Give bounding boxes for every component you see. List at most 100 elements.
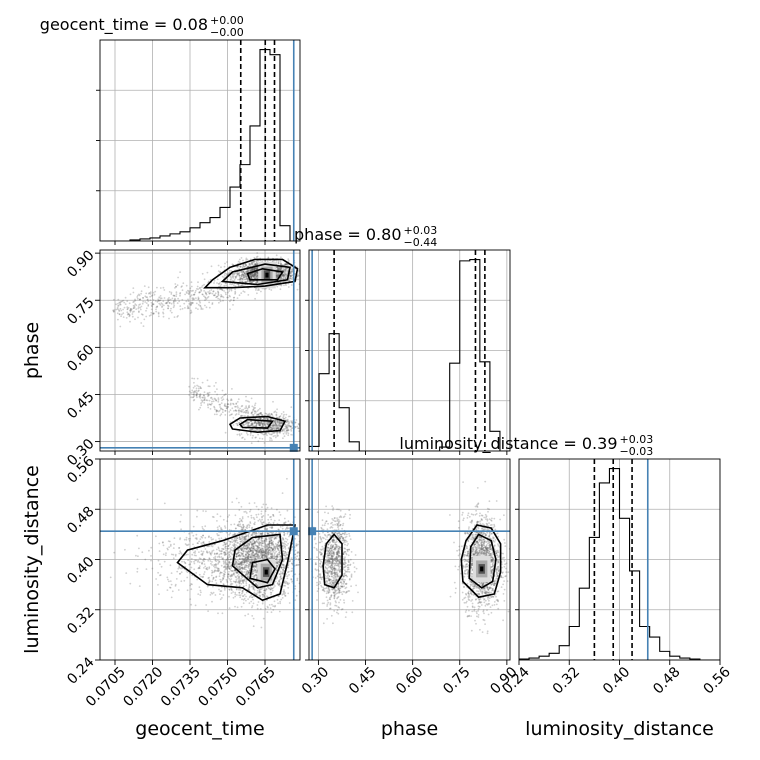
sample-point (256, 546, 259, 549)
sample-point (156, 305, 159, 308)
sample-point (240, 278, 243, 280)
sample-point (263, 586, 266, 589)
sample-point (230, 580, 232, 583)
sample-point (238, 575, 241, 578)
sample-point (249, 281, 252, 284)
sample-point (216, 410, 219, 412)
sample-point (208, 292, 211, 295)
sample-point (238, 521, 241, 523)
sample-point (240, 577, 243, 580)
sample-point (233, 537, 236, 540)
sample-point (286, 424, 289, 426)
sample-point (250, 275, 253, 277)
sample-point (197, 390, 200, 392)
sample-point (173, 294, 176, 297)
sample-point (242, 554, 244, 557)
sample-point (246, 278, 249, 280)
sample-point (217, 397, 220, 400)
sample-point (246, 525, 249, 528)
sample-point (233, 533, 236, 536)
contour-line (238, 418, 274, 429)
sample-point (152, 291, 155, 294)
sample-point (262, 593, 265, 596)
sample-point (198, 300, 201, 303)
sample-point (233, 569, 236, 572)
sample-point (282, 522, 285, 525)
sample-point (224, 409, 227, 412)
sample-point (269, 418, 272, 421)
sample-point (200, 387, 203, 390)
sample-point (229, 399, 232, 402)
sample-point (255, 263, 257, 265)
sample-point (280, 284, 283, 287)
contour-line (246, 267, 284, 281)
sample-point (158, 296, 161, 299)
sample-point (219, 285, 222, 288)
sample-point (247, 279, 250, 282)
sample-point (256, 553, 259, 556)
sample-point (284, 552, 286, 555)
sample-point (159, 287, 162, 289)
sample-point (274, 536, 277, 539)
sample-point (217, 400, 220, 403)
sample-point (250, 412, 253, 414)
sample-point (291, 546, 294, 548)
sample-point (196, 377, 199, 380)
sample-point (243, 271, 246, 274)
sample-point (193, 293, 196, 296)
sample-point (229, 532, 232, 535)
sample-point (269, 588, 272, 591)
sample-point (260, 548, 262, 551)
sample-point (245, 277, 248, 280)
sample-point (256, 271, 258, 274)
sample-point (162, 315, 165, 318)
sample-point (245, 276, 248, 278)
sample-point (244, 560, 246, 563)
sample-point (253, 557, 256, 560)
sample-point (263, 428, 265, 431)
sample-point (241, 579, 244, 581)
sample-point (268, 412, 271, 415)
sample-point (120, 309, 123, 312)
sample-point (238, 563, 241, 565)
sample-point (242, 271, 245, 273)
sample-point (222, 594, 225, 596)
title-plus-luminosity-distance: +0.03 (620, 433, 654, 446)
sample-point (257, 546, 260, 549)
sample-point (138, 311, 140, 313)
sample-point (252, 275, 255, 278)
sample-point (237, 523, 240, 526)
sample-point (242, 541, 245, 543)
sample-point (241, 278, 244, 280)
sample-point (276, 285, 279, 288)
sample-point (258, 550, 261, 553)
sample-point (264, 555, 267, 558)
sample-point (238, 551, 240, 554)
sample-point (256, 272, 259, 274)
sample-point (234, 581, 237, 584)
sample-point (242, 602, 245, 605)
sample-point (262, 521, 265, 523)
sample-point (273, 549, 276, 552)
sample-point (254, 273, 257, 276)
sample-point (152, 312, 155, 315)
sample-point (257, 413, 260, 416)
title-phase: phase = 0.80 +0.03−0.44 (294, 224, 437, 249)
panel-luminosity-distance-vs-geocent-time (99, 458, 301, 661)
sample-point (271, 431, 274, 434)
sample-point (227, 558, 229, 561)
sample-point (247, 572, 250, 574)
sample-point (254, 272, 257, 275)
sample-point (244, 415, 247, 417)
sample-point (274, 585, 276, 587)
sample-point (225, 567, 227, 569)
sample-point (238, 275, 241, 277)
sample-point (239, 547, 242, 550)
sample-point (267, 551, 270, 554)
sample-point (248, 544, 251, 547)
sample-point (201, 308, 204, 310)
sample-point (229, 300, 231, 303)
sample-point (257, 585, 259, 588)
sample-point (217, 612, 219, 615)
sample-point (224, 431, 227, 434)
